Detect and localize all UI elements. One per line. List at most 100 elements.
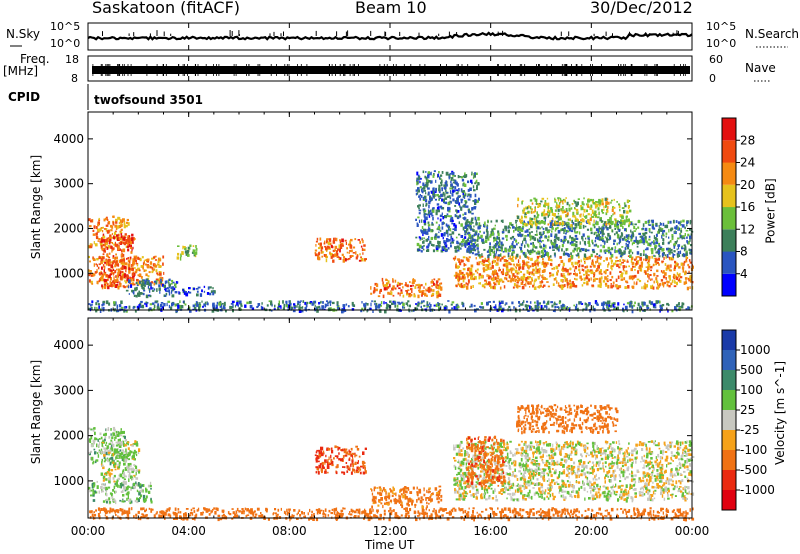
echo-cell (535, 222, 538, 227)
echo-cell (616, 220, 619, 223)
echo-cell (528, 256, 530, 261)
echo-cell (439, 176, 441, 180)
echo-cell (554, 220, 557, 223)
echo-cell (424, 213, 426, 216)
echo-cell (681, 253, 684, 257)
echo-cell (577, 247, 581, 250)
echo-cell (126, 497, 128, 501)
echo-cell (560, 284, 562, 289)
echo-cell (430, 243, 433, 246)
echo-cell (657, 250, 661, 255)
echo-cell (458, 277, 462, 280)
echo-cell (439, 293, 442, 297)
echo-cell (114, 436, 117, 439)
echo-cell (437, 240, 439, 245)
echo-cell (218, 302, 221, 306)
echo-cell (444, 193, 446, 197)
echo-cell (277, 303, 280, 306)
echo-cell (348, 251, 350, 254)
echo-cell (444, 243, 447, 246)
echo-cell (555, 222, 558, 225)
echo-cell (517, 203, 519, 208)
echo-cell (435, 280, 439, 283)
echo-cell (684, 233, 686, 237)
echo-cell (463, 195, 466, 199)
echo-cell (125, 448, 127, 453)
echo-cell (123, 474, 126, 478)
echo-cell (145, 269, 147, 272)
echo-cell (105, 493, 108, 497)
echo-cell (586, 214, 588, 219)
echo-cell (452, 198, 455, 202)
echo-cell (496, 242, 499, 245)
echo-cell (654, 306, 657, 309)
echo-cell (106, 458, 109, 461)
echo-cell (101, 450, 103, 454)
echo-cell (110, 456, 113, 460)
echo-cell (138, 293, 141, 297)
echo-cell (560, 197, 562, 201)
echo-cell (459, 214, 461, 217)
echo-cell (573, 273, 575, 275)
echo-cell (554, 201, 557, 203)
echo-cell (361, 238, 363, 241)
echo-cell (341, 309, 344, 314)
echo-cell (472, 248, 476, 252)
echo-cell (545, 303, 548, 306)
echo-cell (571, 203, 574, 205)
echo-cell (457, 215, 460, 218)
echo-cell (577, 260, 580, 263)
echo-cell (587, 203, 590, 207)
echo-cell (436, 245, 439, 249)
echo-cell (672, 275, 675, 278)
echo-cell (488, 301, 491, 303)
echo-cell (636, 278, 640, 281)
echo-cell (522, 209, 525, 212)
echo-cell (382, 281, 384, 284)
echo-cell (336, 255, 339, 258)
echo-cell (457, 190, 459, 194)
echo-cell (149, 295, 152, 298)
echo-cell (500, 307, 502, 311)
echo-cell (525, 262, 528, 266)
echo-cell (648, 235, 651, 238)
echo-cell (655, 233, 658, 237)
echo-cell (324, 303, 327, 308)
echo-cell (432, 216, 434, 221)
echo-cell (579, 241, 581, 245)
echo-cell (537, 251, 541, 255)
echo-cell (104, 246, 108, 248)
echo-cell (435, 179, 437, 183)
echo-cell (113, 463, 116, 467)
echo-cell (574, 207, 576, 209)
echo-cell (424, 216, 427, 221)
echo-cell (117, 268, 121, 273)
echo-cell (582, 248, 585, 252)
echo-cell (187, 253, 190, 257)
echo-cell (467, 208, 470, 212)
echo-cell (447, 215, 450, 218)
echo-cell (101, 461, 103, 464)
echo-cell (104, 453, 107, 455)
echo-cell (595, 302, 598, 305)
echo-cell (561, 243, 564, 248)
echo-cell (598, 238, 602, 241)
echo-cell (650, 269, 652, 272)
echo-cell (278, 300, 280, 304)
echo-cell (113, 462, 117, 466)
echo-cell (591, 199, 595, 203)
echo-cell (108, 477, 111, 481)
echo-cell (523, 283, 526, 286)
echo-cell (144, 259, 147, 261)
echo-cell (480, 302, 483, 305)
echo-cell (327, 302, 329, 304)
echo-cell (557, 264, 560, 267)
echo-cell (683, 281, 686, 285)
echo-cell (486, 230, 489, 235)
echo-cell (171, 279, 174, 283)
echo-cell (492, 259, 495, 264)
echo-cell (604, 236, 607, 239)
echo-cell (330, 253, 333, 257)
echo-cell (586, 274, 588, 278)
echo-cell (564, 284, 566, 287)
